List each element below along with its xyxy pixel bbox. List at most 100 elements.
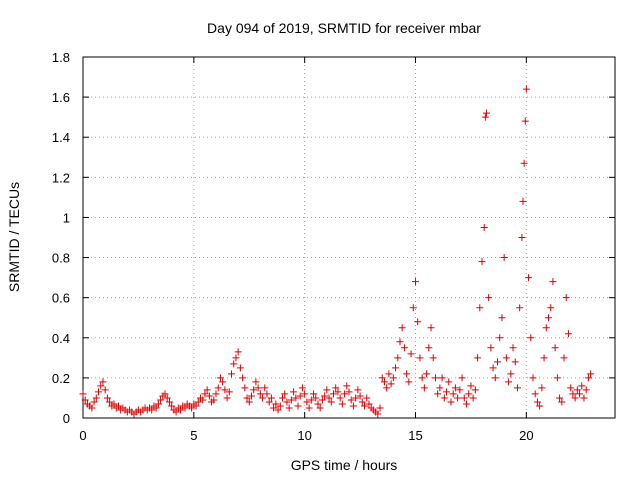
data-point bbox=[341, 390, 349, 398]
data-point bbox=[279, 394, 286, 402]
data-point bbox=[387, 380, 395, 388]
data-point bbox=[181, 404, 189, 412]
data-point bbox=[460, 394, 468, 402]
y-axis-label: SRMTID / TECUs bbox=[6, 182, 22, 292]
data-point bbox=[259, 394, 267, 402]
data-point bbox=[571, 394, 579, 402]
data-point bbox=[81, 396, 89, 404]
data-point bbox=[521, 117, 529, 125]
data-point bbox=[79, 390, 87, 398]
data-point bbox=[542, 324, 550, 332]
data-point bbox=[407, 350, 415, 358]
data-point bbox=[281, 390, 289, 398]
data-points bbox=[79, 85, 595, 418]
data-point bbox=[212, 390, 220, 398]
data-point bbox=[327, 398, 335, 406]
data-point bbox=[354, 386, 362, 394]
data-point bbox=[95, 388, 103, 396]
data-point bbox=[338, 400, 346, 408]
y-tick-labels: 0 0.2 0.4 0.6 0.8 1 1.2 1.4 1.6 1.8 bbox=[52, 50, 70, 426]
data-point bbox=[445, 378, 453, 386]
data-point bbox=[276, 402, 284, 410]
data-point bbox=[305, 404, 313, 412]
grid bbox=[83, 57, 615, 418]
data-point bbox=[334, 388, 342, 396]
data-point bbox=[481, 113, 489, 121]
data-point bbox=[106, 398, 114, 406]
data-point bbox=[389, 374, 397, 382]
data-point bbox=[547, 304, 555, 312]
data-point bbox=[500, 254, 508, 262]
data-point bbox=[553, 374, 561, 382]
data-point bbox=[270, 404, 278, 412]
data-point bbox=[449, 390, 457, 398]
data-point bbox=[533, 398, 541, 406]
data-point bbox=[157, 396, 165, 404]
data-point bbox=[482, 109, 490, 117]
data-point bbox=[420, 384, 428, 392]
data-point bbox=[587, 370, 595, 378]
data-point bbox=[265, 398, 273, 406]
data-point bbox=[456, 386, 464, 394]
data-point bbox=[192, 402, 200, 410]
data-point bbox=[230, 360, 238, 368]
data-point bbox=[216, 374, 224, 382]
data-point bbox=[203, 386, 211, 394]
data-point bbox=[414, 318, 422, 326]
data-point bbox=[223, 394, 231, 402]
data-point bbox=[562, 294, 570, 302]
data-point bbox=[569, 390, 577, 398]
chart-title: Day 094 of 2019, SRMTID for receiver mba… bbox=[207, 20, 481, 36]
data-point bbox=[274, 406, 282, 414]
data-point bbox=[296, 392, 304, 400]
data-point bbox=[110, 400, 118, 408]
data-point bbox=[525, 274, 533, 282]
data-point bbox=[396, 338, 404, 346]
x-axis-label: GPS time / hours bbox=[291, 457, 398, 473]
data-point bbox=[491, 374, 499, 382]
data-point bbox=[161, 390, 169, 398]
data-point bbox=[519, 197, 527, 205]
plot-frame bbox=[82, 56, 616, 419]
data-point bbox=[332, 384, 340, 392]
data-point bbox=[556, 394, 564, 402]
data-point bbox=[243, 394, 251, 402]
data-point bbox=[285, 404, 293, 412]
data-point bbox=[403, 370, 411, 378]
data-point bbox=[294, 402, 302, 410]
data-point bbox=[343, 382, 351, 390]
data-point bbox=[509, 344, 517, 352]
data-point bbox=[225, 388, 233, 396]
data-point bbox=[431, 374, 439, 382]
data-point bbox=[152, 404, 160, 412]
data-point bbox=[267, 394, 275, 402]
data-point bbox=[336, 394, 344, 402]
data-point bbox=[252, 378, 260, 386]
data-point bbox=[505, 378, 513, 386]
data-point bbox=[527, 334, 535, 342]
data-point bbox=[312, 394, 320, 402]
data-point bbox=[507, 370, 515, 378]
data-point bbox=[254, 384, 262, 392]
data-point bbox=[471, 386, 479, 394]
data-point bbox=[447, 398, 455, 406]
data-point bbox=[513, 384, 521, 392]
data-point bbox=[232, 354, 240, 362]
data-point bbox=[228, 370, 236, 378]
data-point bbox=[194, 398, 202, 406]
data-point bbox=[545, 314, 552, 322]
data-point bbox=[103, 394, 111, 402]
data-point bbox=[256, 390, 264, 398]
data-point bbox=[409, 304, 417, 312]
y-tick-label: 1.6 bbox=[52, 90, 70, 105]
data-point bbox=[301, 390, 309, 398]
data-point bbox=[378, 374, 386, 382]
data-point bbox=[221, 386, 229, 394]
data-point bbox=[365, 400, 373, 408]
data-point bbox=[478, 258, 486, 266]
data-point bbox=[188, 404, 196, 412]
data-point bbox=[345, 388, 353, 396]
data-point bbox=[474, 354, 482, 362]
y-tick-label: 0.2 bbox=[52, 371, 70, 386]
x-tick-label: 0 bbox=[79, 428, 86, 443]
